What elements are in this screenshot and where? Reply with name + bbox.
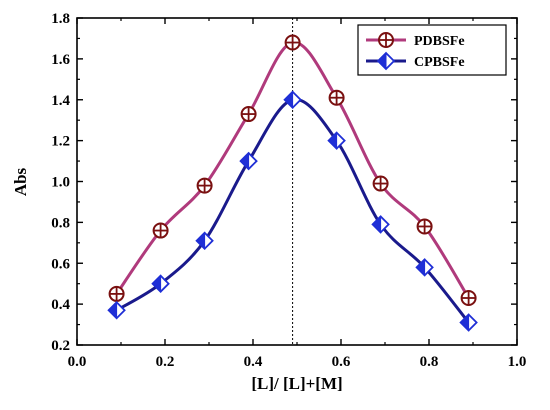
axes: 0.0 0.2 0.4 0.6 0.8 1.00.20.40.60.81.01.21.41… bbox=[51, 11, 526, 370]
legend-label-cpbsfe: CPBSFe bbox=[414, 55, 465, 70]
data-point-pdbsfe bbox=[416, 218, 433, 235]
y-tick-label: 0.8 bbox=[51, 215, 70, 231]
data-point-pdbsfe bbox=[108, 285, 125, 302]
x-tick-label: 0.6 bbox=[332, 354, 351, 370]
x-tick-label: 1.0 bbox=[508, 354, 527, 370]
y-tick-label: 1.4 bbox=[51, 93, 70, 109]
x-tick-label: 0.0 bbox=[68, 354, 87, 370]
y-tick-label: 0.4 bbox=[51, 297, 70, 313]
x-tick-label: 0.4 bbox=[244, 354, 263, 370]
marker-layer bbox=[107, 34, 478, 332]
y-tick-label: 1.2 bbox=[51, 134, 70, 150]
legend: PDBSFe CPBSFe bbox=[357, 24, 507, 76]
data-point-cpbsfe bbox=[371, 215, 390, 234]
data-point-cpbsfe bbox=[327, 131, 346, 150]
y-tick-label: 0.6 bbox=[51, 256, 70, 272]
legend-swatch-marker-pdbsfe bbox=[378, 32, 394, 48]
data-point-pdbsfe bbox=[328, 89, 345, 106]
data-point-cpbsfe bbox=[239, 151, 258, 171]
data-point-pdbsfe bbox=[196, 177, 213, 194]
y-tick-label: 1.0 bbox=[51, 175, 70, 191]
data-point-cpbsfe bbox=[195, 231, 214, 251]
y-tick-label: 1.8 bbox=[51, 11, 70, 27]
data-point-pdbsfe bbox=[284, 34, 301, 51]
data-point-pdbsfe bbox=[372, 175, 389, 192]
y-axis-title: Abs bbox=[11, 167, 30, 196]
y-tick-label: 0.2 bbox=[51, 338, 70, 354]
data-point-pdbsfe bbox=[152, 222, 169, 239]
data-point-cpbsfe bbox=[107, 300, 126, 320]
data-point-cpbsfe bbox=[151, 274, 170, 293]
data-point-cpbsfe bbox=[415, 258, 434, 277]
legend-label-pdbsfe: PDBSFe bbox=[414, 34, 465, 49]
data-point-cpbsfe bbox=[459, 313, 478, 332]
data-point-pdbsfe bbox=[240, 106, 257, 123]
y-tick-label: 1.6 bbox=[51, 52, 70, 68]
x-tick-label: 0.8 bbox=[420, 354, 439, 370]
x-tick-label: 0.2 bbox=[156, 354, 175, 370]
x-axis-title: [L]/ [L]+[M] bbox=[251, 374, 342, 393]
data-point-cpbsfe bbox=[283, 90, 302, 110]
legend-swatches bbox=[366, 32, 406, 71]
legend-swatch-marker-cpbsfe bbox=[376, 51, 396, 71]
data-point-pdbsfe bbox=[460, 289, 477, 306]
